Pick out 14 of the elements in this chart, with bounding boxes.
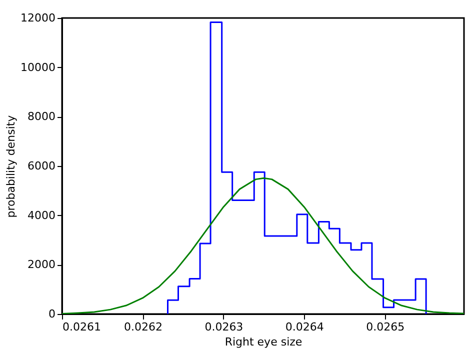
y-axis-title: probability density [4, 114, 18, 218]
y-tick-label: 6000 [28, 160, 56, 172]
x-tick-label: 0.0264 [285, 320, 324, 334]
x-tick-label: 0.0262 [124, 320, 162, 334]
y-tick-label: 2000 [28, 258, 56, 272]
x-tick-label: 0.0263 [204, 320, 244, 334]
y-tick-label: 8000 [28, 110, 56, 124]
x-axis-title: Right eye size [224, 336, 302, 348]
x-tick-label: 0.0261 [62, 320, 101, 334]
y-tick-label: 4000 [28, 208, 56, 222]
y-tick-label: 12000 [20, 12, 56, 24]
y-tick-label: 10000 [20, 60, 56, 74]
x-tick-label: 0.0265 [366, 320, 405, 334]
y-tick-label: 0 [48, 308, 56, 320]
